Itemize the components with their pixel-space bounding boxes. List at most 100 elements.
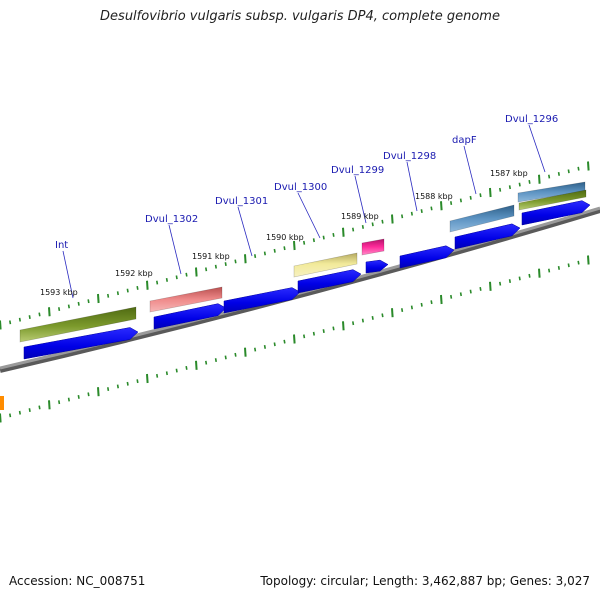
ruler-label: 1591 kbp (192, 252, 230, 261)
major-tick (48, 400, 51, 410)
minor-tick (175, 368, 178, 373)
label-leader-line (237, 206, 253, 257)
major-tick (342, 321, 345, 331)
minor-tick (361, 225, 364, 229)
label-leaders (62, 124, 546, 299)
minor-tick (577, 166, 580, 171)
minor-tick (9, 320, 12, 325)
minor-tick (401, 214, 404, 219)
minor-tick (499, 281, 502, 286)
minor-tick (126, 381, 129, 386)
minor-tick (371, 316, 374, 320)
minor-tick (254, 254, 257, 259)
minor-tick (361, 318, 364, 323)
topology-summary: Topology: circular; Length: 3,462,887 bp… (260, 574, 590, 588)
major-tick (440, 294, 443, 305)
minor-tick (18, 317, 21, 322)
minor-tick (116, 384, 119, 389)
minor-tick (87, 392, 90, 397)
major-tick (440, 201, 443, 211)
minor-tick (528, 179, 531, 184)
minor-tick (548, 174, 551, 179)
minor-tick (469, 195, 472, 200)
label-leader-line (406, 161, 418, 212)
minor-tick (263, 251, 266, 256)
minor-tick (303, 240, 306, 245)
major-tick (0, 320, 2, 330)
major-tick (293, 240, 296, 251)
minor-tick (567, 263, 570, 268)
gene-dapf (449, 204, 515, 233)
gene-label: Dvul_1301 (215, 196, 268, 207)
minor-tick (557, 172, 560, 176)
major-tick (587, 255, 590, 265)
gene-label: dapF (452, 135, 477, 146)
minor-tick (214, 264, 217, 269)
minor-tick (420, 209, 423, 213)
minor-tick (371, 222, 374, 227)
minor-tick (18, 410, 21, 415)
major-tick (0, 413, 2, 423)
cds-dvul-1301 (223, 287, 301, 314)
minor-tick (312, 238, 315, 243)
minor-tick (410, 305, 413, 310)
cds-dvul-1296 (521, 200, 591, 226)
ruler-label: 1587 kbp (490, 169, 528, 178)
minor-tick (528, 273, 531, 278)
major-tick (195, 360, 198, 370)
minor-tick (322, 329, 325, 334)
minor-tick (224, 262, 227, 266)
minor-tick (499, 187, 502, 192)
major-tick (489, 187, 492, 198)
minor-tick (283, 246, 286, 251)
minor-tick (273, 342, 276, 347)
label-layer: 1593 kbp 1592 kbp 1591 kbp 1590 kbp 1589 kbp… (40, 114, 558, 297)
cds-dvul-1298 (399, 245, 455, 269)
genome-title: Desulfovibrio vulgaris subsp. vulgaris D… (100, 9, 500, 24)
ruler-label: 1592 kbp (115, 269, 153, 278)
minor-tick (303, 334, 306, 339)
minor-tick (165, 371, 168, 376)
minor-tick (352, 321, 355, 326)
minor-tick (28, 315, 31, 319)
major-tick (244, 347, 247, 357)
minor-tick (136, 379, 139, 384)
minor-tick (234, 352, 237, 357)
minor-tick (381, 313, 384, 318)
partial-orange-feature (0, 396, 4, 410)
cds-int (23, 327, 139, 360)
ruler-label: 1590 kbp (266, 233, 304, 242)
minor-tick (273, 248, 276, 253)
ruler-ticks (0, 161, 590, 423)
minor-tick (508, 185, 511, 190)
major-tick (391, 308, 394, 318)
minor-tick (479, 193, 482, 198)
label-leader-line (528, 124, 546, 173)
minor-tick (450, 294, 453, 299)
gene-label: Int (55, 240, 68, 251)
feature-track (0, 181, 591, 410)
minor-tick (38, 312, 41, 317)
major-tick (48, 307, 51, 317)
minor-tick (165, 278, 168, 282)
minor-tick (254, 347, 257, 352)
gene-label: Dvul_1298 (383, 151, 436, 162)
inner-ruler-row (0, 255, 590, 423)
cds-dapf (454, 223, 521, 250)
major-tick (538, 268, 541, 278)
minor-tick (430, 300, 433, 305)
minor-tick (185, 272, 188, 277)
minor-tick (126, 288, 129, 293)
label-leader-line (62, 250, 74, 299)
minor-tick (401, 308, 404, 312)
minor-tick (312, 331, 315, 336)
minor-tick (381, 219, 384, 224)
cds-dvul-1302 (153, 303, 227, 330)
minor-tick (185, 366, 188, 370)
label-leader-line (354, 175, 367, 224)
minor-tick (518, 182, 521, 187)
minor-tick (430, 206, 433, 211)
minor-tick (234, 259, 237, 264)
label-leader-line (168, 224, 182, 275)
